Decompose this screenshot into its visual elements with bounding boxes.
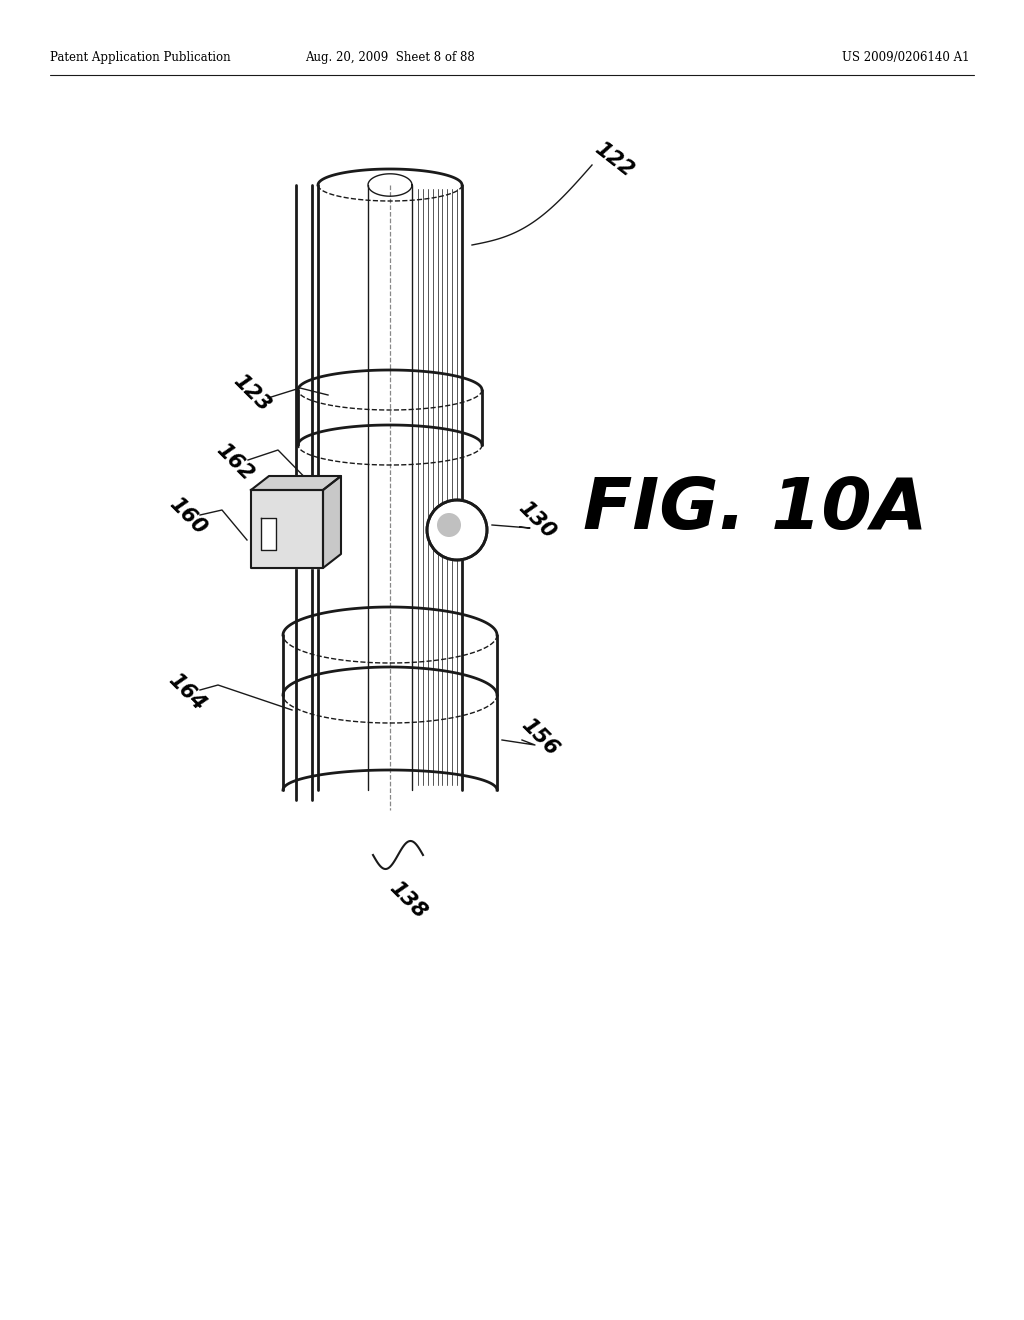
Text: 156: 156	[517, 714, 562, 759]
Polygon shape	[323, 477, 341, 568]
Text: 164: 164	[165, 669, 210, 714]
Text: 162: 162	[213, 440, 257, 484]
Text: 123: 123	[229, 371, 274, 416]
Polygon shape	[251, 490, 323, 568]
Text: 138: 138	[386, 878, 430, 923]
Text: Patent Application Publication: Patent Application Publication	[50, 51, 230, 65]
Text: US 2009/0206140 A1: US 2009/0206140 A1	[843, 51, 970, 65]
Polygon shape	[261, 517, 276, 550]
Text: FIG. 10A: FIG. 10A	[583, 475, 928, 544]
Text: 160: 160	[166, 494, 211, 539]
Text: 122: 122	[591, 139, 637, 181]
Circle shape	[437, 513, 461, 537]
Polygon shape	[251, 477, 341, 490]
Text: Aug. 20, 2009  Sheet 8 of 88: Aug. 20, 2009 Sheet 8 of 88	[305, 51, 475, 65]
Text: 130: 130	[514, 498, 559, 543]
Circle shape	[427, 500, 487, 560]
